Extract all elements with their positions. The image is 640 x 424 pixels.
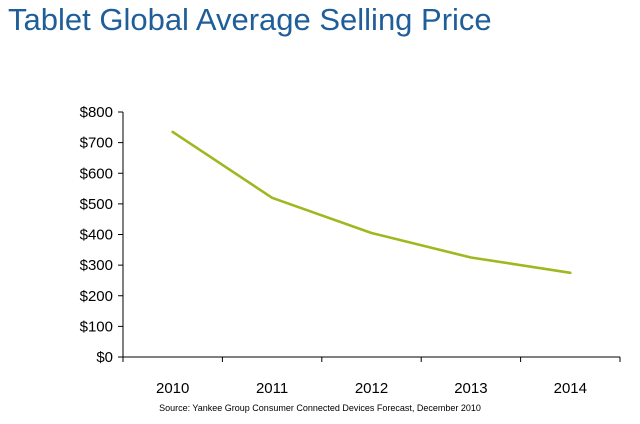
- y-tick-label: $400: [80, 227, 113, 244]
- y-tick-label: $700: [80, 135, 113, 152]
- chart-title: Tablet Global Average Selling Price: [8, 2, 492, 37]
- y-tick-label: $200: [80, 288, 113, 305]
- y-tick-label: $100: [80, 318, 113, 335]
- y-tick-label: $0: [96, 349, 113, 366]
- x-tick-label: 2011: [256, 380, 288, 397]
- x-tick-label: 2013: [454, 380, 487, 397]
- series-line: [171, 130, 572, 275]
- x-tick-label: 2010: [156, 380, 189, 397]
- y-tick-label: $600: [80, 165, 113, 182]
- y-tick-label: $500: [80, 196, 113, 213]
- x-tick-label: 2014: [554, 380, 587, 397]
- x-tick-label: 2012: [355, 380, 388, 397]
- source-note: Source: Yankee Group Consumer Connected …: [159, 403, 481, 413]
- y-ticks: $0 $100 $200 $300 $400 $500 $600 $700 $800: [80, 104, 123, 366]
- y-tick-label: $300: [80, 257, 113, 274]
- x-ticks: 2010 2011 2012 2013 2014: [122, 357, 621, 397]
- y-tick-label: $800: [80, 104, 113, 121]
